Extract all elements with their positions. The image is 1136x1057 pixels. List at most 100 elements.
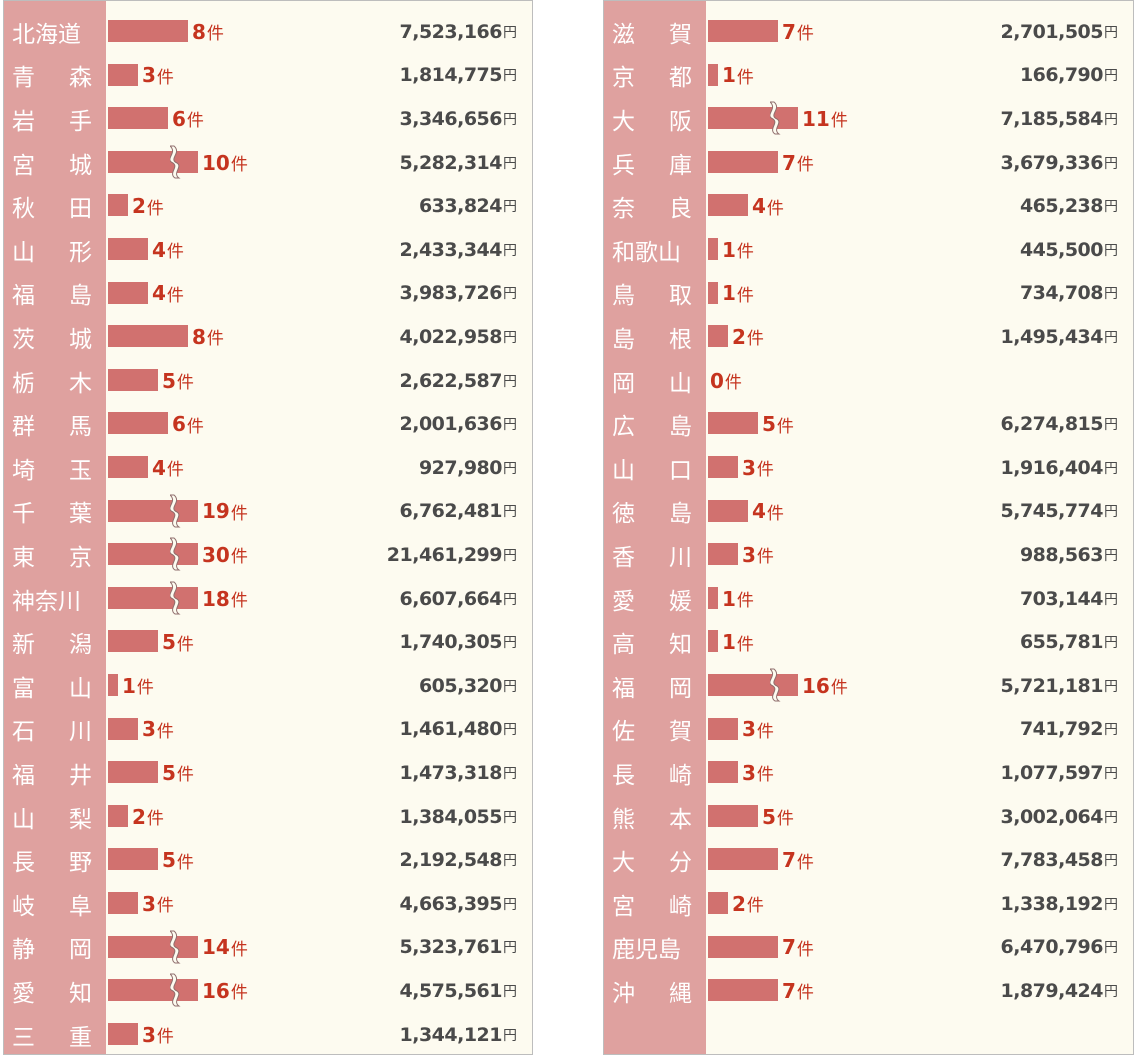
amount-label: 703,144 円 bbox=[1020, 577, 1118, 621]
prefecture-label: 茨城 bbox=[12, 315, 92, 359]
amount-value: 7,523,166 bbox=[399, 20, 503, 43]
data-row: 群馬 6 件 2,001,636 円 bbox=[4, 402, 532, 446]
prefecture-label-char: 田 bbox=[69, 196, 92, 223]
prefecture-label-char: 秋 bbox=[12, 196, 35, 223]
count-unit: 件 bbox=[230, 155, 248, 176]
prefecture-label-char: 鳥 bbox=[612, 283, 635, 310]
prefecture-label-char: 沖 bbox=[612, 980, 635, 1007]
data-row: 兵庫 7 件 3,679,336 円 bbox=[604, 141, 1133, 185]
amount-unit: 円 bbox=[503, 678, 517, 695]
amount-label: 1,916,404 円 bbox=[1001, 446, 1118, 490]
prefecture-label-char: 山 bbox=[612, 457, 635, 484]
count-value: 0 bbox=[710, 368, 724, 393]
data-row: 山口 3 件 1,916,404 円 bbox=[604, 446, 1133, 490]
amount-value: 2,433,344 bbox=[399, 238, 503, 261]
data-row: 静岡 14 件 5,323,761 円 bbox=[4, 926, 532, 970]
count-label: 16 件 bbox=[202, 969, 248, 1013]
data-row: 三重 3 件 1,344,121 円 bbox=[4, 1013, 532, 1054]
count-value: 2 bbox=[132, 194, 146, 219]
amount-label: 465,238 円 bbox=[1020, 184, 1118, 228]
amount-label: 2,001,636 円 bbox=[400, 402, 517, 446]
amount-unit: 円 bbox=[503, 111, 517, 128]
amount-label: 1,344,121 円 bbox=[400, 1013, 517, 1054]
amount-unit: 円 bbox=[503, 242, 517, 259]
amount-unit: 円 bbox=[1104, 460, 1118, 477]
count-unit: 件 bbox=[776, 416, 794, 437]
count-bar bbox=[108, 325, 188, 348]
amount-label: 3,002,064 円 bbox=[1001, 795, 1118, 839]
prefecture-name-band bbox=[604, 1, 706, 1054]
prefecture-label-char: 島 bbox=[612, 326, 635, 353]
count-value: 1 bbox=[722, 281, 736, 306]
amount-value: 445,500 bbox=[1019, 238, 1104, 261]
count-bar bbox=[108, 630, 158, 653]
prefecture-label-char: 山 bbox=[12, 239, 35, 266]
count-unit: 件 bbox=[766, 198, 784, 219]
count-value: 1 bbox=[722, 237, 736, 262]
count-value: 3 bbox=[142, 63, 156, 88]
count-bar bbox=[708, 543, 738, 566]
prefecture-label-char: 根 bbox=[669, 326, 692, 353]
prefecture-label-char: 知 bbox=[69, 980, 92, 1007]
prefecture-label: 島根 bbox=[612, 315, 692, 359]
data-row: 福井 5 件 1,473,318 円 bbox=[4, 751, 532, 795]
count-bar bbox=[108, 412, 168, 435]
amount-label: 21,461,299 円 bbox=[387, 533, 517, 577]
prefecture-label-char: 崎 bbox=[669, 762, 692, 789]
prefecture-label-char: 縄 bbox=[669, 980, 692, 1007]
prefecture-label-char: 岡 bbox=[669, 675, 692, 702]
count-value: 5 bbox=[162, 760, 176, 785]
count-bar bbox=[708, 194, 748, 217]
prefecture-label: 山形 bbox=[12, 228, 92, 272]
amount-value: 2,192,548 bbox=[399, 849, 503, 872]
count-bar bbox=[708, 935, 778, 958]
count-unit: 件 bbox=[146, 198, 164, 219]
data-row: 千葉 19 件 6,762,481 円 bbox=[4, 490, 532, 534]
amount-unit: 円 bbox=[1104, 329, 1118, 346]
prefecture-label: 宮城 bbox=[12, 141, 92, 185]
count-unit: 件 bbox=[766, 503, 784, 524]
data-row: 宮崎 2 件 1,338,192 円 bbox=[604, 882, 1133, 926]
data-row: 沖縄 7 件 1,879,424 円 bbox=[604, 969, 1133, 1013]
prefecture-label-char: 城 bbox=[69, 326, 92, 353]
data-row: 青森 3 件 1,814,775 円 bbox=[4, 54, 532, 98]
prefecture-label-char: 滋 bbox=[612, 21, 635, 48]
data-row: 長崎 3 件 1,077,597 円 bbox=[604, 751, 1133, 795]
data-row: 佐賀 3 件 741,792 円 bbox=[604, 708, 1133, 752]
count-value: 2 bbox=[732, 891, 746, 916]
amount-value: 1,916,404 bbox=[1000, 456, 1104, 479]
prefecture-label: 千葉 bbox=[12, 490, 92, 534]
prefecture-label: 高知 bbox=[612, 620, 692, 664]
amount-value: 703,144 bbox=[1019, 587, 1104, 610]
count-bar bbox=[108, 1022, 138, 1045]
count-bar bbox=[108, 368, 158, 391]
amount-unit: 円 bbox=[503, 809, 517, 826]
count-bar bbox=[708, 761, 738, 784]
count-unit: 件 bbox=[756, 547, 774, 568]
prefecture-label: 沖縄 bbox=[612, 969, 692, 1013]
amount-value: 5,282,314 bbox=[399, 151, 503, 174]
amount-value: 1,740,305 bbox=[399, 631, 503, 654]
count-unit: 件 bbox=[736, 634, 754, 655]
prefecture-label-char: 崎 bbox=[669, 893, 692, 920]
amount-value: 5,745,774 bbox=[1000, 500, 1104, 523]
count-bar bbox=[108, 499, 198, 522]
amount-value: 1,384,055 bbox=[399, 805, 503, 828]
count-unit: 件 bbox=[796, 852, 814, 873]
amount-value: 1,461,480 bbox=[399, 718, 503, 741]
prefecture-label: 福井 bbox=[12, 751, 92, 795]
prefecture-label-char: 取 bbox=[669, 283, 692, 310]
prefecture-label: 広島 bbox=[612, 402, 692, 446]
prefecture-label-char: 阜 bbox=[69, 893, 92, 920]
count-unit: 件 bbox=[156, 1027, 174, 1048]
prefecture-label: 新潟 bbox=[12, 620, 92, 664]
amount-label: 3,983,726 円 bbox=[400, 272, 517, 316]
